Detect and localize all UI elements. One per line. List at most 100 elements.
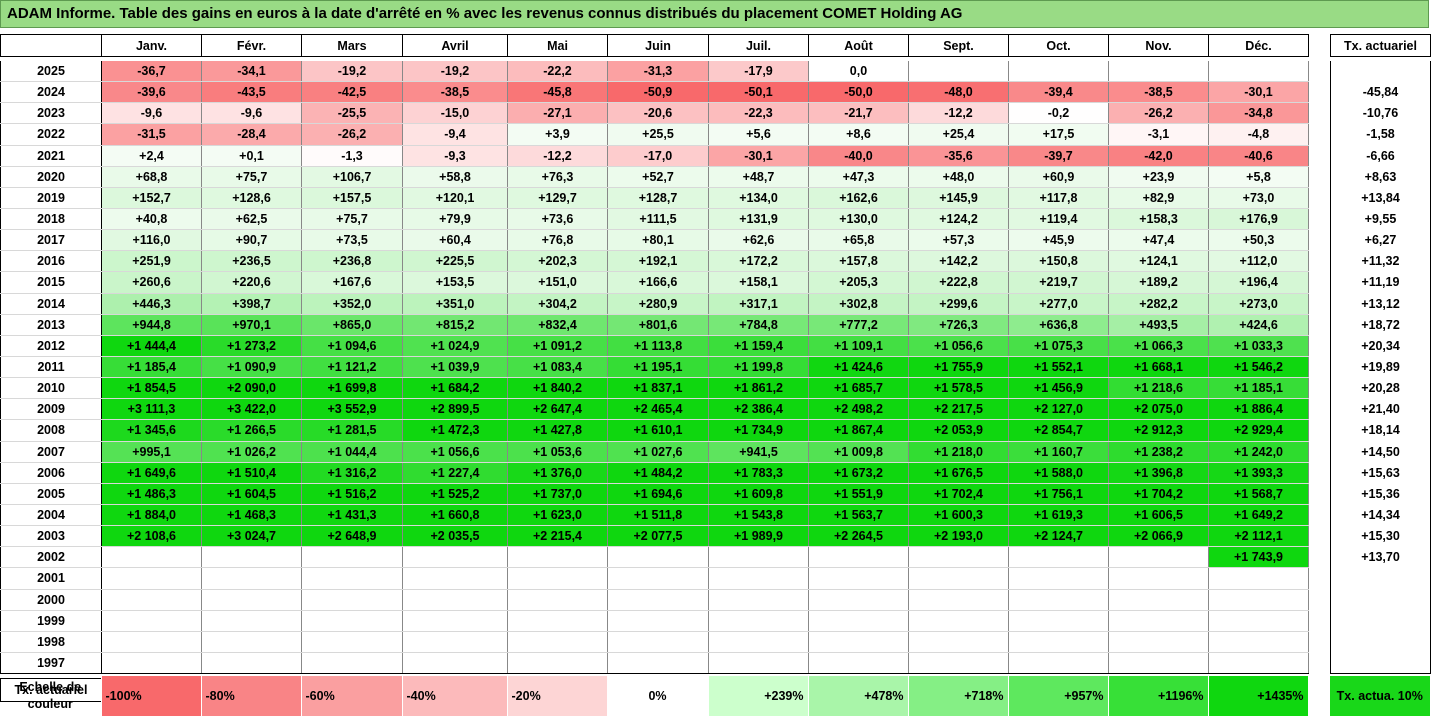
value-cell: +1 094,6 [301, 335, 403, 357]
year-cell: 2019 [0, 187, 102, 209]
value-cell: -43,5 [201, 81, 302, 104]
legend-swatch: -40% [402, 676, 508, 716]
table-row: 1999 [0, 610, 1431, 632]
value-cell: +76,3 [507, 166, 608, 188]
value-cell: +106,7 [301, 166, 403, 188]
value-cell: -39,7 [1008, 145, 1109, 167]
value-cell: +832,4 [507, 314, 608, 336]
month-header: Août [808, 34, 909, 57]
value-cell: -39,6 [101, 81, 202, 104]
value-cell [1008, 567, 1109, 590]
column-gap [1308, 567, 1331, 590]
tx-actuariel-cell: +8,63 [1330, 166, 1431, 188]
legend-swatch: -60% [301, 676, 403, 716]
column-gap [1308, 676, 1330, 716]
value-cell: +1 281,5 [301, 419, 403, 442]
value-cell: -40,6 [1208, 145, 1309, 167]
value-cell [1108, 652, 1209, 675]
value-cell [808, 589, 909, 611]
column-gap [1308, 166, 1331, 188]
value-cell: +352,0 [301, 293, 403, 315]
value-cell: +1 737,0 [507, 483, 608, 505]
value-cell [101, 567, 202, 590]
value-cell: +1 734,9 [708, 419, 809, 442]
value-cell: +1 468,3 [201, 504, 302, 527]
value-cell: -20,6 [607, 102, 709, 125]
value-cell: +236,5 [201, 250, 302, 273]
value-cell: +1 660,8 [402, 504, 508, 527]
column-gap [1308, 271, 1331, 294]
value-cell: -22,2 [507, 61, 608, 83]
value-cell: +205,3 [808, 271, 909, 294]
value-cell [1008, 589, 1109, 611]
value-cell: +130,0 [808, 208, 909, 231]
value-cell: +1 840,2 [507, 377, 608, 400]
column-gap [1308, 335, 1331, 357]
value-cell [402, 567, 508, 590]
year-cell: 2004 [0, 504, 102, 527]
value-cell [201, 567, 302, 590]
value-cell: +1 619,3 [1008, 504, 1109, 527]
value-cell: +1 702,4 [908, 483, 1009, 505]
value-cell [1108, 567, 1209, 590]
value-cell: +1 551,9 [808, 483, 909, 505]
value-cell [1208, 567, 1309, 590]
table-row: 2019 +152,7 +128,6 +157,5 +120,1 +129,7 +128,7… [0, 187, 1431, 209]
value-cell [201, 610, 302, 632]
value-cell: +1 039,9 [402, 356, 508, 379]
value-cell: +1 472,3 [402, 419, 508, 442]
month-header: Juil. [708, 34, 809, 57]
value-cell: +157,8 [808, 250, 909, 273]
table-row: 1997 [0, 652, 1431, 675]
value-cell: +58,8 [402, 166, 508, 188]
value-cell: +62,6 [708, 229, 809, 252]
column-gap [1308, 546, 1331, 568]
value-cell: +1 053,6 [507, 441, 608, 463]
value-cell [507, 546, 608, 569]
value-cell: -4,8 [1208, 123, 1309, 146]
value-cell: +784,8 [708, 314, 809, 336]
value-cell: -9,3 [402, 145, 508, 167]
value-cell: -40,0 [808, 145, 909, 167]
value-cell: +1 568,7 [1208, 483, 1309, 505]
value-cell: -25,5 [301, 102, 403, 125]
value-cell [101, 631, 202, 653]
value-cell: +48,0 [908, 166, 1009, 188]
value-cell: +1 837,1 [607, 377, 709, 400]
value-cell: +166,6 [607, 271, 709, 294]
value-cell [607, 567, 709, 590]
value-cell [908, 589, 1009, 611]
tx-actuariel-cell: +21,40 [1330, 398, 1431, 420]
value-cell: +17,5 [1008, 123, 1109, 146]
year-cell: 2016 [0, 250, 102, 273]
year-cell: 2008 [0, 419, 102, 442]
value-cell [1008, 652, 1109, 675]
table-row: 2021 +2,4 +0,1 -1,3 -9,3 -12,2 -17,0 -30,1 -40,0… [0, 145, 1431, 167]
value-cell: +1 113,8 [607, 335, 709, 357]
value-cell: +1 027,6 [607, 441, 709, 463]
value-cell: -50,9 [607, 81, 709, 104]
value-cell [507, 589, 608, 611]
table-row: 2001 [0, 567, 1431, 590]
value-cell: +220,6 [201, 271, 302, 294]
value-cell: -21,7 [808, 102, 909, 125]
value-cell: -26,2 [1108, 102, 1209, 125]
value-cell: +192,1 [607, 250, 709, 273]
month-header: Avril [402, 34, 508, 57]
value-cell: +1 606,5 [1108, 504, 1209, 527]
value-cell: +2 498,2 [808, 398, 909, 421]
table-row: 2014 +446,3 +398,7 +352,0 +351,0 +304,2 +280,9… [0, 293, 1431, 315]
value-cell: +1 044,4 [301, 441, 403, 463]
value-cell: +1 218,6 [1108, 377, 1209, 400]
column-gap [1308, 589, 1331, 611]
tx-actuariel-header: Tx. actuariel [1330, 34, 1431, 57]
column-gap [1308, 462, 1331, 484]
tx-actuariel-cell [1330, 61, 1431, 82]
value-cell: +1 543,8 [708, 504, 809, 527]
tx-actuariel-cell: +13,84 [1330, 187, 1431, 209]
value-cell: +47,3 [808, 166, 909, 188]
value-cell: +2 124,7 [1008, 525, 1109, 548]
value-cell: +1 609,8 [708, 483, 809, 505]
column-gap [1308, 208, 1331, 230]
value-cell [402, 546, 508, 569]
